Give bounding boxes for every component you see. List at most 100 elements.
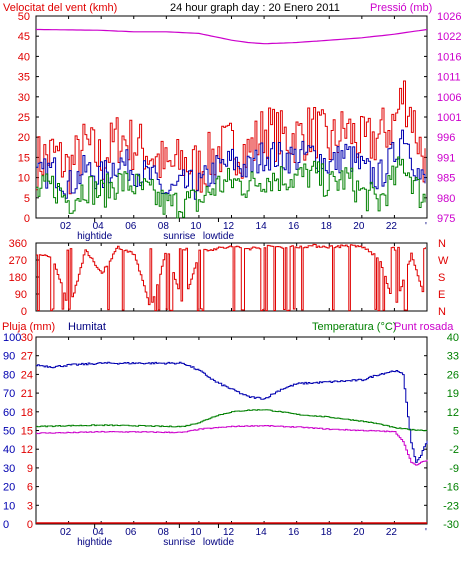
compass-label: N (438, 306, 446, 318)
humidity-x-tick-label: 20 (353, 527, 365, 538)
wind-y-tick-label: 10 (18, 173, 30, 185)
rain-y-tick-label: 24 (21, 369, 33, 381)
wind-y-tick-label: 5 (24, 193, 30, 205)
wind-tide-marker-label: hightide (77, 231, 112, 242)
direction-series-line (36, 243, 426, 312)
humidity-x-tick-label: 18 (321, 527, 333, 538)
humidity-y-tick-label: 40 (3, 444, 15, 456)
humidity-series-line (36, 361, 428, 463)
humidity-axis-title: Humitat (68, 321, 106, 333)
rain-y-tick-label: 3 (27, 500, 33, 512)
compass-label: E (438, 289, 445, 301)
wind-series-line (36, 156, 426, 219)
compass-label: W (438, 255, 449, 267)
humidity-y-tick-label: 90 (3, 351, 15, 363)
wind-x-tick-label: 20 (353, 221, 365, 232)
humidity-y-tick-label: 60 (3, 407, 15, 419)
pressure-y-tick-label: 975 (437, 213, 455, 225)
humidity-x-tick-label: 02 (60, 527, 72, 538)
humidity-y-tick-label: 50 (3, 426, 15, 438)
rain-y-tick-label: 0 (27, 519, 33, 531)
rain-y-tick-label: 9 (27, 463, 33, 475)
humidity-y-tick-label: 100 (3, 332, 21, 344)
temperature-series-line (36, 409, 428, 432)
pressure-y-tick-label: 991 (437, 152, 455, 164)
humidity-x-tick-label: ' (425, 527, 427, 538)
humidity-tide-marker-label: lowtide (203, 537, 235, 548)
rain-axis-title: Pluja (mm) (2, 321, 55, 333)
pressure-y-tick-label: 1011 (437, 72, 461, 84)
wind-y-tick-label: 35 (18, 72, 30, 84)
wind-y-tick-label: 25 (18, 112, 30, 124)
compass-label: S (438, 272, 445, 284)
humidity-y-tick-label: 70 (3, 388, 15, 400)
direction-panel-plot-area (35, 242, 428, 312)
wind-pressure-panel: 0 5 10 15 20 25 30 35 40 45 50 975 980 985 991 996 1001 1… (18, 11, 462, 242)
temperature-y-tick-label: -16 (443, 482, 459, 494)
direction-y-tick-label: 270 (9, 255, 27, 267)
pressure-axis-title: Pressió (mb) (370, 2, 432, 14)
humidity-x-tick-label: 16 (288, 527, 300, 538)
wind-series-line (36, 129, 426, 200)
humidity-x-tick-label: 14 (256, 527, 268, 538)
compass-label: N (438, 238, 446, 250)
humidity-x-tick-label: 12 (223, 527, 235, 538)
humidity-y-tick-label: 0 (3, 519, 9, 531)
rain-y-tick-label: 30 (21, 332, 33, 344)
wind-x-tick-label: 22 (386, 221, 398, 232)
rain-y-tick-label: 6 (27, 482, 33, 494)
pressure-y-tick-label: 1016 (437, 51, 461, 63)
humidity-x-tick-label: 06 (125, 527, 137, 538)
pressure-y-tick-label: 1022 (437, 31, 461, 43)
humidity-x-tick-label: 08 (158, 527, 170, 538)
direction-y-tick-label: 360 (9, 238, 27, 250)
wind-x-tick-label: 16 (288, 221, 300, 232)
wind-x-tick-label: 04 (93, 221, 105, 232)
wind-x-tick-label: 08 (158, 221, 170, 232)
temperature-y-tick-label: -23 (443, 500, 459, 512)
wind-tide-marker-label: sunrise (163, 231, 196, 242)
wind-y-tick-label: 20 (18, 132, 30, 144)
temperature-y-tick-label: -2 (449, 444, 459, 456)
pressure-y-tick-label: 1001 (437, 112, 461, 124)
temperature-y-tick-label: 40 (447, 332, 459, 344)
wind-y-tick-label: 40 (18, 51, 30, 63)
temperature-y-tick-label: -9 (449, 463, 459, 475)
humidity-y-tick-label: 30 (3, 463, 15, 475)
wind-x-tick-label: ' (425, 221, 427, 232)
direction-y-tick-label: 0 (21, 306, 27, 318)
humidity-temperature-panel: 0 0 -30 10 3 -23 20 6 -16 30 9 -9 40 12 -2 50 15 5 60 18 12 7… (3, 332, 459, 548)
pressure-y-tick-label: 985 (437, 173, 455, 185)
direction-y-tick-label: 180 (9, 272, 27, 284)
pressure-y-tick-label: 1006 (437, 92, 461, 104)
humidity-y-tick-label: 20 (3, 482, 15, 494)
wind-x-tick-label: 14 (256, 221, 268, 232)
humidity-x-tick-label: 22 (386, 527, 398, 538)
rain-y-tick-label: 21 (21, 388, 33, 400)
wind-y-tick-label: 30 (18, 92, 30, 104)
temperature-y-tick-label: 26 (447, 369, 459, 381)
wind-series-line (36, 80, 426, 195)
temperature-y-tick-label: -30 (443, 519, 459, 531)
rain-y-tick-label: 15 (21, 426, 33, 438)
wind-x-tick-label: 06 (125, 221, 137, 232)
dewpoint-axis-title: Punt rosada (394, 321, 454, 333)
humidity-x-tick-label: 10 (190, 527, 202, 538)
wind-x-tick-label: 02 (60, 221, 72, 232)
humidity-y-tick-label: 80 (3, 369, 15, 381)
direction-y-tick-label: 90 (15, 289, 27, 301)
pressure-y-tick-label: 1026 (437, 11, 461, 23)
wind-y-tick-label: 15 (18, 152, 30, 164)
pressure-series-line (36, 28, 428, 45)
chart-title: 24 hour graph day : 20 Enero 2011 (170, 2, 340, 14)
temperature-axis-title: Temperatura (°C) (312, 321, 396, 333)
humidity-tide-marker-label: hightide (77, 537, 112, 548)
rain-y-tick-label: 18 (21, 407, 33, 419)
wind-y-tick-label: 50 (18, 11, 30, 23)
pressure-y-tick-label: 980 (437, 193, 455, 205)
wind-axis-title: Velocitat del vent (kmh) (3, 2, 117, 14)
wind-x-tick-label: 12 (223, 221, 235, 232)
